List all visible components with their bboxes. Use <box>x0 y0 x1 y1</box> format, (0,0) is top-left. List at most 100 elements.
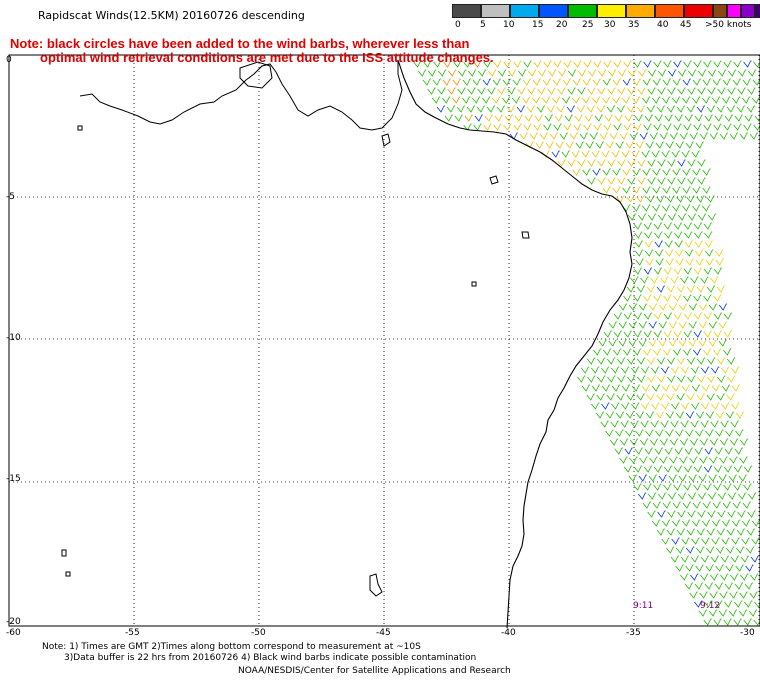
wind-barb <box>628 474 637 482</box>
colorbar-labels: 0 5 10 15 20 25 30 35 40 45 >50 knots <box>452 20 760 32</box>
wind-barb <box>749 591 758 599</box>
wind-barb <box>666 105 676 113</box>
wind-barb <box>438 69 447 77</box>
wind-barb <box>557 87 566 95</box>
wind-barb <box>549 132 558 140</box>
wind-barb <box>428 69 437 77</box>
wind-barb <box>747 492 757 500</box>
wind-barb <box>744 600 753 608</box>
wind-barb <box>652 204 661 212</box>
wind-barb <box>648 69 657 77</box>
wind-barb <box>718 303 728 311</box>
wind-barb <box>609 132 618 140</box>
wind-barb <box>668 321 677 329</box>
wind-barb <box>621 384 631 392</box>
wind-barb <box>686 105 696 113</box>
wind-speed-colorbar <box>452 4 760 18</box>
wind-barb <box>647 87 656 95</box>
wind-barb <box>687 87 696 95</box>
wind-barb <box>711 402 720 410</box>
wind-barb <box>707 87 716 95</box>
wind-barb <box>733 483 742 491</box>
wind-barb <box>750 555 760 563</box>
wind-barb <box>633 483 642 491</box>
wind-barb <box>680 420 689 428</box>
wind-barb <box>661 384 671 392</box>
wind-barb <box>607 87 616 95</box>
wind-barb <box>743 60 752 68</box>
wind-barb <box>605 141 614 149</box>
wind-barb <box>713 483 722 491</box>
wind-barb <box>675 429 684 437</box>
wind-barb <box>643 222 652 230</box>
wind-barb <box>642 501 651 509</box>
wind-barb <box>680 276 689 284</box>
wind-barb <box>632 96 641 104</box>
wind-barb <box>734 582 744 590</box>
wind-barb <box>683 483 692 491</box>
wind-barb <box>621 150 630 158</box>
colorbar-swatch-1 <box>481 4 510 18</box>
wind-barb <box>684 582 694 590</box>
wind-barb <box>567 87 576 95</box>
colorbar-swatch-5 <box>597 4 626 18</box>
footer-credit: NOAA/NESDIS/Center for Satellite Applica… <box>238 666 511 676</box>
wind-barb <box>662 168 671 176</box>
x-label-2: -50 <box>251 628 266 638</box>
wind-barb <box>747 510 756 518</box>
wind-barb <box>561 150 570 158</box>
wind-barb <box>692 519 701 527</box>
wind-barb <box>633 465 643 473</box>
wind-barb <box>686 285 696 293</box>
wind-barb <box>633 330 642 338</box>
wind-barb <box>572 168 581 176</box>
wind-barb <box>685 564 694 572</box>
wind-barb <box>609 438 619 446</box>
wind-barb <box>728 69 737 77</box>
wind-barb <box>643 465 653 473</box>
wind-barb <box>709 438 719 446</box>
wind-barb <box>726 546 735 554</box>
footer-note-line2: 3)Data buffer is 22 hrs from 20160726 4)… <box>64 653 477 663</box>
wind-barb <box>697 213 707 221</box>
wind-barb <box>705 411 715 419</box>
wind-barb <box>697 159 706 167</box>
wind-barb <box>740 573 749 581</box>
wind-barb <box>715 258 724 266</box>
x-label-3: -45 <box>376 628 391 638</box>
wind-barb <box>690 276 699 284</box>
wind-barb <box>719 456 728 464</box>
wind-barb <box>596 393 605 401</box>
wind-barb <box>703 60 712 68</box>
wind-barb <box>555 141 564 149</box>
wind-barb <box>463 123 472 131</box>
wind-barb <box>474 114 483 122</box>
wind-barb <box>656 393 665 401</box>
wind-barb <box>636 285 646 293</box>
wind-barb <box>734 447 743 455</box>
wind-barb <box>565 141 574 149</box>
wind-barb <box>684 231 693 239</box>
wind-barb <box>627 357 636 365</box>
wind-barb <box>572 96 581 104</box>
wind-barb <box>661 402 670 410</box>
y-label-0: 0 <box>6 55 12 65</box>
wind-barb <box>695 411 705 419</box>
wind-barb <box>559 132 568 140</box>
wind-barb <box>462 78 471 86</box>
wind-barb <box>432 78 441 86</box>
wind-barb <box>492 78 501 86</box>
wind-barb <box>413 60 422 68</box>
wind-barb <box>537 87 546 95</box>
wind-barb <box>597 87 606 95</box>
wind-barb <box>725 411 735 419</box>
wind-barb <box>615 141 624 149</box>
wind-barb <box>694 600 703 608</box>
colorbar-swatch-0 <box>452 4 481 18</box>
wind-barb <box>577 375 586 383</box>
wind-barb <box>708 339 717 347</box>
wind-barb <box>688 69 697 77</box>
wind-barb <box>645 411 655 419</box>
wind-barb <box>673 348 682 356</box>
wind-barb <box>513 123 522 131</box>
